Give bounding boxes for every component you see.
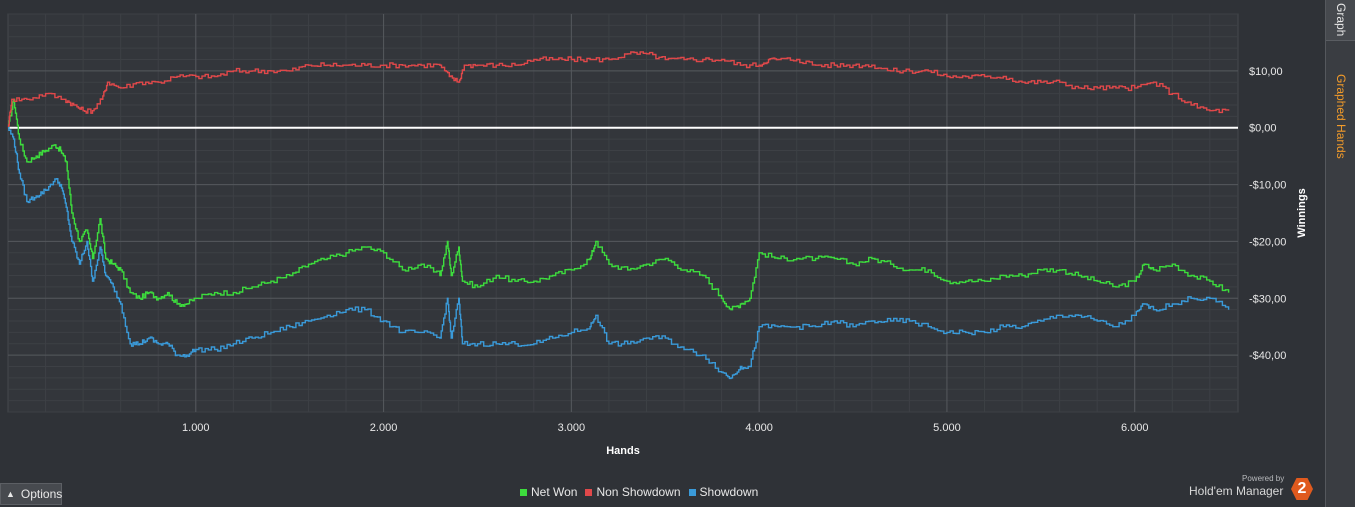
chevron-up-icon: ▲ bbox=[6, 489, 15, 499]
y-tick-label: -$20,00 bbox=[1249, 236, 1286, 248]
legend-label-non-showdown: Non Showdown bbox=[596, 485, 681, 499]
options-button[interactable]: ▲ Options bbox=[0, 483, 62, 505]
tab-graph[interactable]: Graph bbox=[1326, 0, 1355, 41]
y-tick-label: $0,00 bbox=[1249, 123, 1277, 135]
legend-swatch-net-won bbox=[520, 488, 527, 496]
right-tab-bar: Graph Graphed Hands bbox=[1325, 0, 1355, 507]
legend-swatch-non-showdown bbox=[585, 488, 593, 496]
legend-swatch-showdown bbox=[688, 488, 696, 496]
x-tick-label: 2.000 bbox=[370, 422, 398, 434]
x-axis-label: Hands bbox=[606, 445, 640, 457]
y-axis-label: Winnings bbox=[1296, 188, 1308, 237]
y-tick-label: -$40,00 bbox=[1249, 350, 1286, 362]
legend-label-net-won: Net Won bbox=[531, 485, 578, 499]
brand-name: Hold'em Manager bbox=[1189, 484, 1284, 498]
y-tick-label: $10,00 bbox=[1249, 66, 1283, 78]
brand-block: Powered by Hold'em Manager 2 bbox=[1188, 474, 1318, 504]
tab-graphed-hands[interactable]: Graphed Hands bbox=[1334, 73, 1348, 159]
series-lines bbox=[7, 51, 1238, 380]
series-line-non-showdown bbox=[7, 51, 1230, 129]
legend-item-non-showdown[interactable]: Non Showdown bbox=[585, 485, 681, 499]
grid-lines bbox=[8, 13, 1238, 413]
x-tick-label: 6.000 bbox=[1121, 422, 1149, 434]
series-line-net-won bbox=[8, 98, 1230, 311]
series-line-showdown bbox=[8, 127, 1230, 380]
y-tick-label: -$30,00 bbox=[1249, 293, 1286, 305]
x-tick-label: 1.000 bbox=[182, 422, 210, 434]
legend-label-showdown: Showdown bbox=[699, 485, 759, 499]
y-tick-label: -$10,00 bbox=[1249, 180, 1286, 192]
legend-item-showdown[interactable]: Showdown bbox=[688, 485, 759, 499]
options-label: Options bbox=[20, 487, 63, 501]
x-tick-label: 4.000 bbox=[745, 422, 773, 434]
axis-ticks: 1.000 2.000 3.000 4.000 5.000 6.000 $10,00 $0,0… bbox=[182, 66, 1286, 434]
winnings-chart: 1.000 2.000 3.000 4.000 5.000 6.000 $10,00 $0,0… bbox=[7, 13, 1308, 457]
legend-item-net-won[interactable]: Net Won bbox=[520, 485, 577, 499]
x-tick-label: 5.000 bbox=[933, 422, 961, 434]
hm2-logo-icon: 2 bbox=[1291, 478, 1313, 500]
chart-legend: Net Won Non Showdown Showdown bbox=[520, 485, 758, 499]
x-tick-label: 3.000 bbox=[558, 422, 586, 434]
powered-by-text: Powered by bbox=[1242, 474, 1285, 483]
